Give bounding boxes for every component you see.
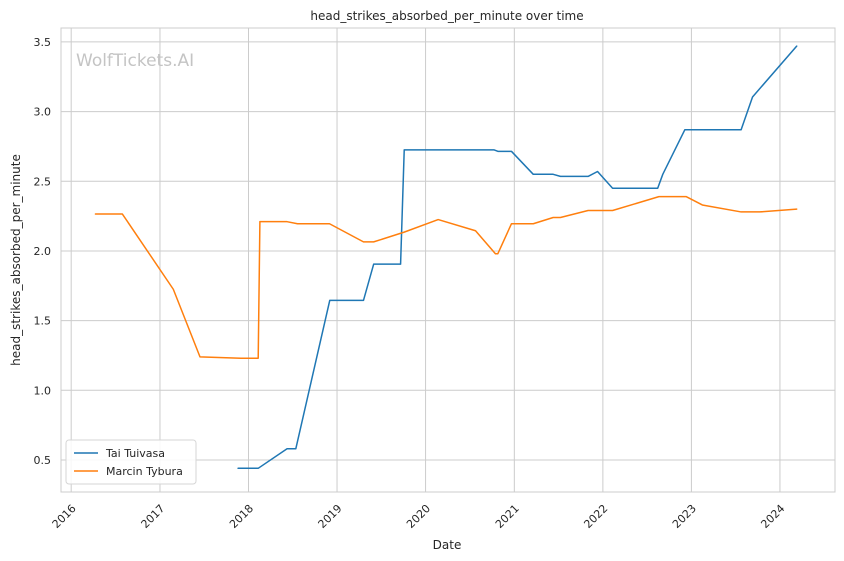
plot-background — [61, 28, 835, 492]
chart-title: head_strikes_absorbed_per_minute over ti… — [310, 9, 583, 23]
y-tick-label: 3.5 — [34, 36, 52, 49]
y-tick-label: 1.5 — [34, 315, 52, 328]
gridlines — [61, 28, 835, 492]
watermark: WolfTickets.AI — [76, 51, 194, 71]
y-tick-label: 2.0 — [34, 245, 52, 258]
axes-frame — [60, 27, 836, 493]
series-line-marcin-tybura — [94, 195, 798, 359]
series-line-tai-tuivasa — [237, 45, 798, 470]
x-axis-ticks: 2016 2017 2018 2019 2020 2021 2022 2023 2024 — [50, 502, 788, 531]
plot-area — [61, 28, 835, 492]
y-axis-label: head_strikes_absorbed_per_minute — [9, 154, 23, 366]
x-axis-label: Date — [433, 538, 462, 552]
y-tick-label: 2.5 — [34, 175, 52, 188]
legend-label-tai-tuivasa: Tai Tuivasa — [105, 447, 165, 460]
y-tick-label: 3.0 — [34, 106, 52, 119]
y-axis-ticks: 0.5 1.0 1.5 2.0 2.5 3.0 3.5 — [34, 36, 52, 467]
y-tick-label: 0.5 — [34, 454, 52, 467]
legend-label-marcin-tybura: Marcin Tybura — [106, 465, 183, 478]
legend-box — [65, 439, 197, 485]
series-lines — [94, 45, 798, 470]
plot-border — [60, 27, 836, 493]
y-tick-label: 1.0 — [34, 384, 52, 397]
legend: Tai Tuivasa Marcin Tybura — [65, 439, 197, 485]
